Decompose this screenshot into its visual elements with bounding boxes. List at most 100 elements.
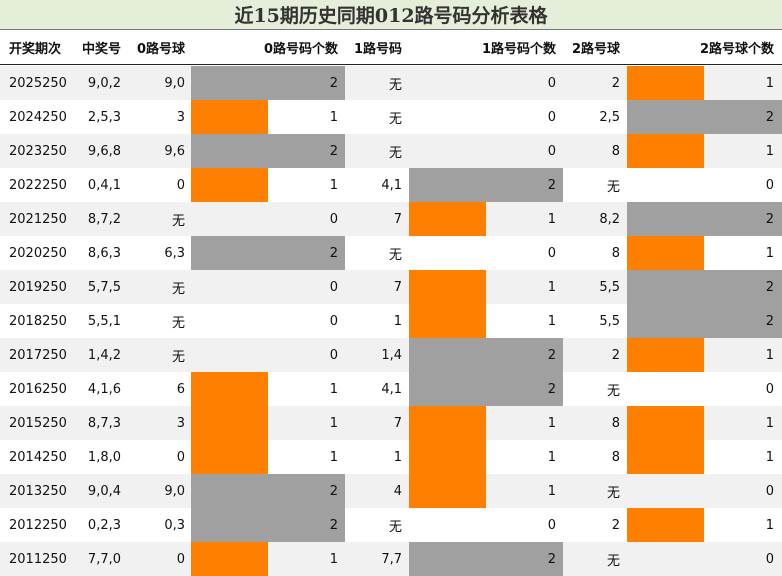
cell-issue: 2022250 xyxy=(9,177,67,193)
cell-c0: 0 xyxy=(329,313,338,329)
count-bar xyxy=(191,508,345,542)
cell-c2: 1 xyxy=(765,415,774,431)
cell-c1: 0 xyxy=(547,143,556,159)
cell-c0: 0 xyxy=(329,279,338,295)
table-row: 2012250 0,2,3 0,3 2 无 0 2 1 xyxy=(0,508,782,542)
cell-r0: 无 xyxy=(171,315,185,331)
cell-c1: 1 xyxy=(547,211,556,227)
count-bar xyxy=(191,406,268,440)
cell-issue: 2021250 xyxy=(9,211,67,227)
count-bar xyxy=(409,270,486,304)
count-bar xyxy=(627,236,704,270)
cell-c0: 1 xyxy=(329,415,338,431)
table-row: 2016250 4,1,6 6 1 4,1 2 无 0 xyxy=(0,372,782,406)
cell-number: 2,5,3 xyxy=(87,109,121,125)
count-bar xyxy=(627,202,782,236)
count-bar xyxy=(627,134,704,168)
cell-r1: 无 xyxy=(388,247,402,263)
header-c0: 0路号码个数 xyxy=(263,42,338,57)
cell-c1: 0 xyxy=(547,109,556,125)
table-header: 开奖期次 中奖号 0路号球 0路号码个数 1路号码 1路号码个数 2路号球 2路… xyxy=(0,30,782,65)
cell-c1: 0 xyxy=(547,517,556,533)
cell-c2: 1 xyxy=(765,449,774,465)
cell-c2: 2 xyxy=(765,211,774,227)
cell-c1: 2 xyxy=(547,381,556,397)
cell-c0: 2 xyxy=(329,143,338,159)
cell-number: 9,6,8 xyxy=(87,143,121,159)
count-bar xyxy=(627,100,782,134)
cell-r2: 8 xyxy=(611,449,620,465)
cell-number: 5,5,1 xyxy=(87,313,121,329)
cell-r2: 8 xyxy=(611,415,620,431)
count-bar xyxy=(191,134,345,168)
cell-number: 8,7,2 xyxy=(87,211,121,227)
cell-c2: 2 xyxy=(765,109,774,125)
cell-r1: 1,4 xyxy=(381,347,402,363)
cell-c2: 1 xyxy=(765,347,774,363)
cell-r0: 9,0 xyxy=(164,483,185,499)
cell-number: 0,4,1 xyxy=(87,177,121,193)
cell-r2: 2 xyxy=(611,347,620,363)
cell-r0: 无 xyxy=(171,349,185,365)
cell-issue: 2024250 xyxy=(9,109,67,125)
cell-c1: 1 xyxy=(547,449,556,465)
cell-r2: 无 xyxy=(606,553,620,569)
cell-c2: 0 xyxy=(765,177,774,193)
table-row: 2020250 8,6,3 6,3 2 无 0 8 1 xyxy=(0,236,782,270)
cell-c0: 2 xyxy=(329,245,338,261)
cell-c1: 0 xyxy=(547,245,556,261)
cell-c2: 0 xyxy=(765,483,774,499)
header-issue: 开奖期次 xyxy=(9,42,62,57)
count-bar xyxy=(191,100,268,134)
table-row: 2011250 7,7,0 0 1 7,7 2 无 0 xyxy=(0,542,782,576)
count-bar xyxy=(191,236,345,270)
cell-number: 5,7,5 xyxy=(87,279,121,295)
cell-number: 9,0,2 xyxy=(87,75,121,91)
count-bar xyxy=(627,406,704,440)
count-bar xyxy=(409,202,486,236)
cell-c0: 2 xyxy=(329,517,338,533)
cell-r0: 无 xyxy=(171,281,185,297)
table-title: 近15期历史同期012路号码分析表格 xyxy=(0,0,782,30)
cell-c1: 1 xyxy=(547,279,556,295)
cell-r1: 无 xyxy=(388,77,402,93)
count-bar xyxy=(627,304,782,338)
header-c2: 2路号球个数 xyxy=(699,42,774,57)
cell-c2: 2 xyxy=(765,313,774,329)
cell-issue: 2016250 xyxy=(9,381,67,397)
header-r2: 2路号球 xyxy=(571,42,620,57)
cell-c0: 1 xyxy=(329,449,338,465)
table-row: 2025250 9,0,2 9,0 2 无 0 2 1 xyxy=(0,66,782,100)
table-row: 2023250 9,6,8 9,6 2 无 0 8 1 xyxy=(0,134,782,168)
cell-number: 8,7,3 xyxy=(87,415,121,431)
cell-r0: 无 xyxy=(171,213,185,229)
cell-c1: 2 xyxy=(547,347,556,363)
cell-r0: 6,3 xyxy=(164,245,185,261)
cell-r2: 5,5 xyxy=(599,279,620,295)
cell-r0: 0 xyxy=(176,551,185,567)
cell-r1: 7 xyxy=(393,279,402,295)
cell-c2: 1 xyxy=(765,517,774,533)
count-bar xyxy=(191,168,268,202)
cell-r0: 9,0 xyxy=(164,75,185,91)
cell-r2: 2 xyxy=(611,75,620,91)
cell-r1: 无 xyxy=(388,145,402,161)
cell-c2: 2 xyxy=(765,279,774,295)
table-row: 2014250 1,8,0 0 1 1 1 8 1 xyxy=(0,440,782,474)
cell-r0: 0 xyxy=(176,177,185,193)
cell-number: 7,7,0 xyxy=(87,551,121,567)
cell-number: 9,0,4 xyxy=(87,483,121,499)
count-bar xyxy=(627,66,704,100)
cell-r2: 2 xyxy=(611,517,620,533)
cell-number: 4,1,6 xyxy=(87,381,121,397)
cell-issue: 2013250 xyxy=(9,483,67,499)
cell-issue: 2011250 xyxy=(9,551,67,567)
count-bar xyxy=(191,474,345,508)
header-r1: 1路号码 xyxy=(353,42,402,57)
cell-r0: 6 xyxy=(176,381,185,397)
count-bar xyxy=(627,508,704,542)
cell-issue: 2018250 xyxy=(9,313,67,329)
table-row: 2013250 9,0,4 9,0 2 4 1 无 0 xyxy=(0,474,782,508)
cell-issue: 2025250 xyxy=(9,75,67,91)
